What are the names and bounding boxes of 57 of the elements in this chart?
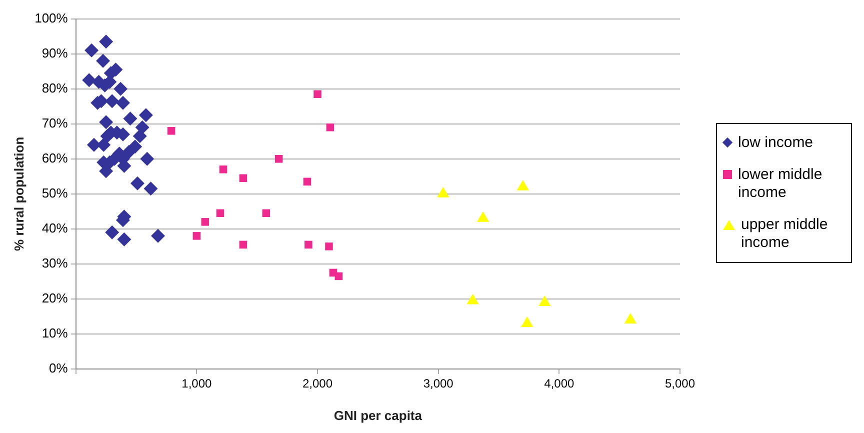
y-tick-label: 10% [42,326,68,341]
point [84,43,99,58]
point [326,123,334,132]
point [274,154,283,163]
point [105,225,120,240]
point [144,182,158,196]
y-tick-label: 30% [42,256,68,271]
point [138,108,153,122]
point [325,242,333,250]
point [114,82,128,96]
point [123,112,138,126]
x-tick-label: 5,000 [664,376,696,391]
y-tick-label: 70% [42,115,68,130]
x-tick-label: 1,000 [182,376,212,391]
point [314,90,322,98]
y-tick-label: 20% [42,290,68,306]
point [82,73,96,88]
legend-label: upper middle income [741,216,829,252]
point [140,152,154,166]
point [334,272,343,280]
x-tick-label: 4,000 [544,376,574,391]
point [135,120,150,134]
point [128,140,142,154]
point [167,126,176,135]
point [99,115,114,130]
point [239,174,248,182]
y-tick-label: 60% [42,150,68,166]
point [99,164,114,178]
x-axis-title: GNI per capita [334,408,423,423]
point [192,232,201,240]
point [99,34,114,49]
y-tick-label: 50% [42,185,68,200]
point [201,218,210,226]
x-tick-label: 2,000 [302,376,333,391]
y-axis-title: % rural population [11,136,26,251]
point [219,165,228,174]
point [239,240,248,249]
y-tick-label: 100% [34,10,68,26]
y-tick-label: 90% [42,45,68,60]
point [304,240,312,249]
y-tick-label: 40% [42,220,68,236]
point [117,232,132,246]
x-tick-label: 3,000 [423,376,454,391]
point [116,96,130,110]
point [262,209,270,218]
y-tick-label: 0% [49,360,68,376]
point [216,209,224,218]
point [130,176,144,190]
point [96,138,111,152]
point [96,54,110,68]
legend-label: lower middle income [738,166,824,202]
point [105,94,120,108]
point [86,138,101,152]
legend-label: low income [738,134,814,152]
point [303,178,312,186]
y-tick-label: 80% [42,80,68,96]
point [151,228,166,243]
